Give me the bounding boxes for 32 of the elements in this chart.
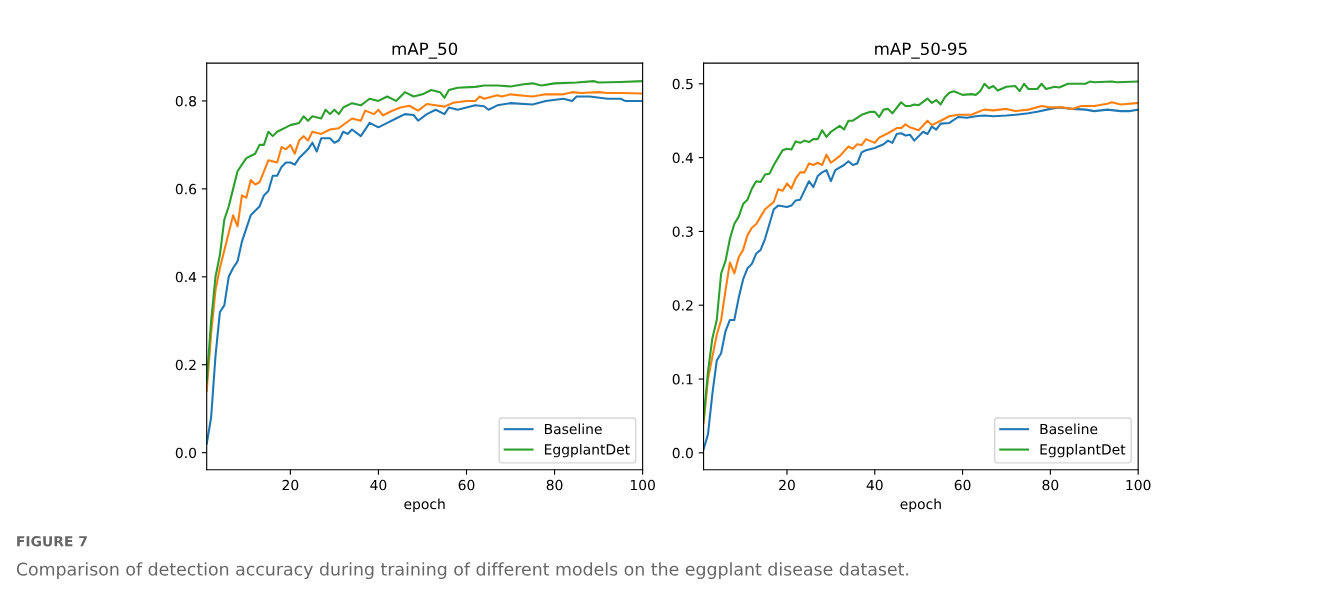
x-tick-label: 40 xyxy=(866,479,883,491)
y-tick-label: 0.6 xyxy=(175,183,197,195)
x-tick-label: 100 xyxy=(1126,479,1151,491)
y-tick-label: 0.8 xyxy=(175,95,197,107)
x-tick-label: 60 xyxy=(458,479,475,491)
y-tick-label: 0.5 xyxy=(672,78,693,90)
y-tick-label: 0.1 xyxy=(672,374,693,385)
legend-label: Baseline xyxy=(544,423,602,435)
caption: FIGURE 7 xyxy=(17,535,87,547)
chart-title: mAP_50-95 xyxy=(875,42,967,59)
y-tick-label: 0.3 xyxy=(672,226,693,237)
y-tick-label: 0.4 xyxy=(175,271,197,283)
y-tick-label: 0.2 xyxy=(672,300,693,311)
chart-title: mAP_50 xyxy=(392,42,458,59)
legend-label: EggplantDet xyxy=(1040,443,1126,458)
x-axis-title: epoch xyxy=(900,498,941,512)
text: Comparison of detection accuracy during training of different models on the eggplant disease dataset. xyxy=(16,562,909,580)
x-tick-label: 100 xyxy=(630,479,655,491)
x-tick-label: 20 xyxy=(282,479,299,491)
x-tick-label: 60 xyxy=(954,479,971,491)
y-tick-label: 0.4 xyxy=(672,152,694,164)
x-tick-label: 40 xyxy=(370,479,387,491)
x-tick-label: 80 xyxy=(1042,479,1059,491)
legend-label: Baseline xyxy=(1040,423,1098,435)
x-tick-label: 80 xyxy=(546,479,563,491)
y-tick-label: 0.0 xyxy=(175,447,197,459)
line-series xyxy=(206,95,643,445)
y-tick-label: 0.0 xyxy=(672,447,693,459)
legend-label: EggplantDet xyxy=(544,443,630,458)
x-tick-label: 20 xyxy=(779,479,795,491)
y-tick-label: 0.2 xyxy=(175,359,196,371)
x-axis-title: epoch xyxy=(404,498,445,512)
